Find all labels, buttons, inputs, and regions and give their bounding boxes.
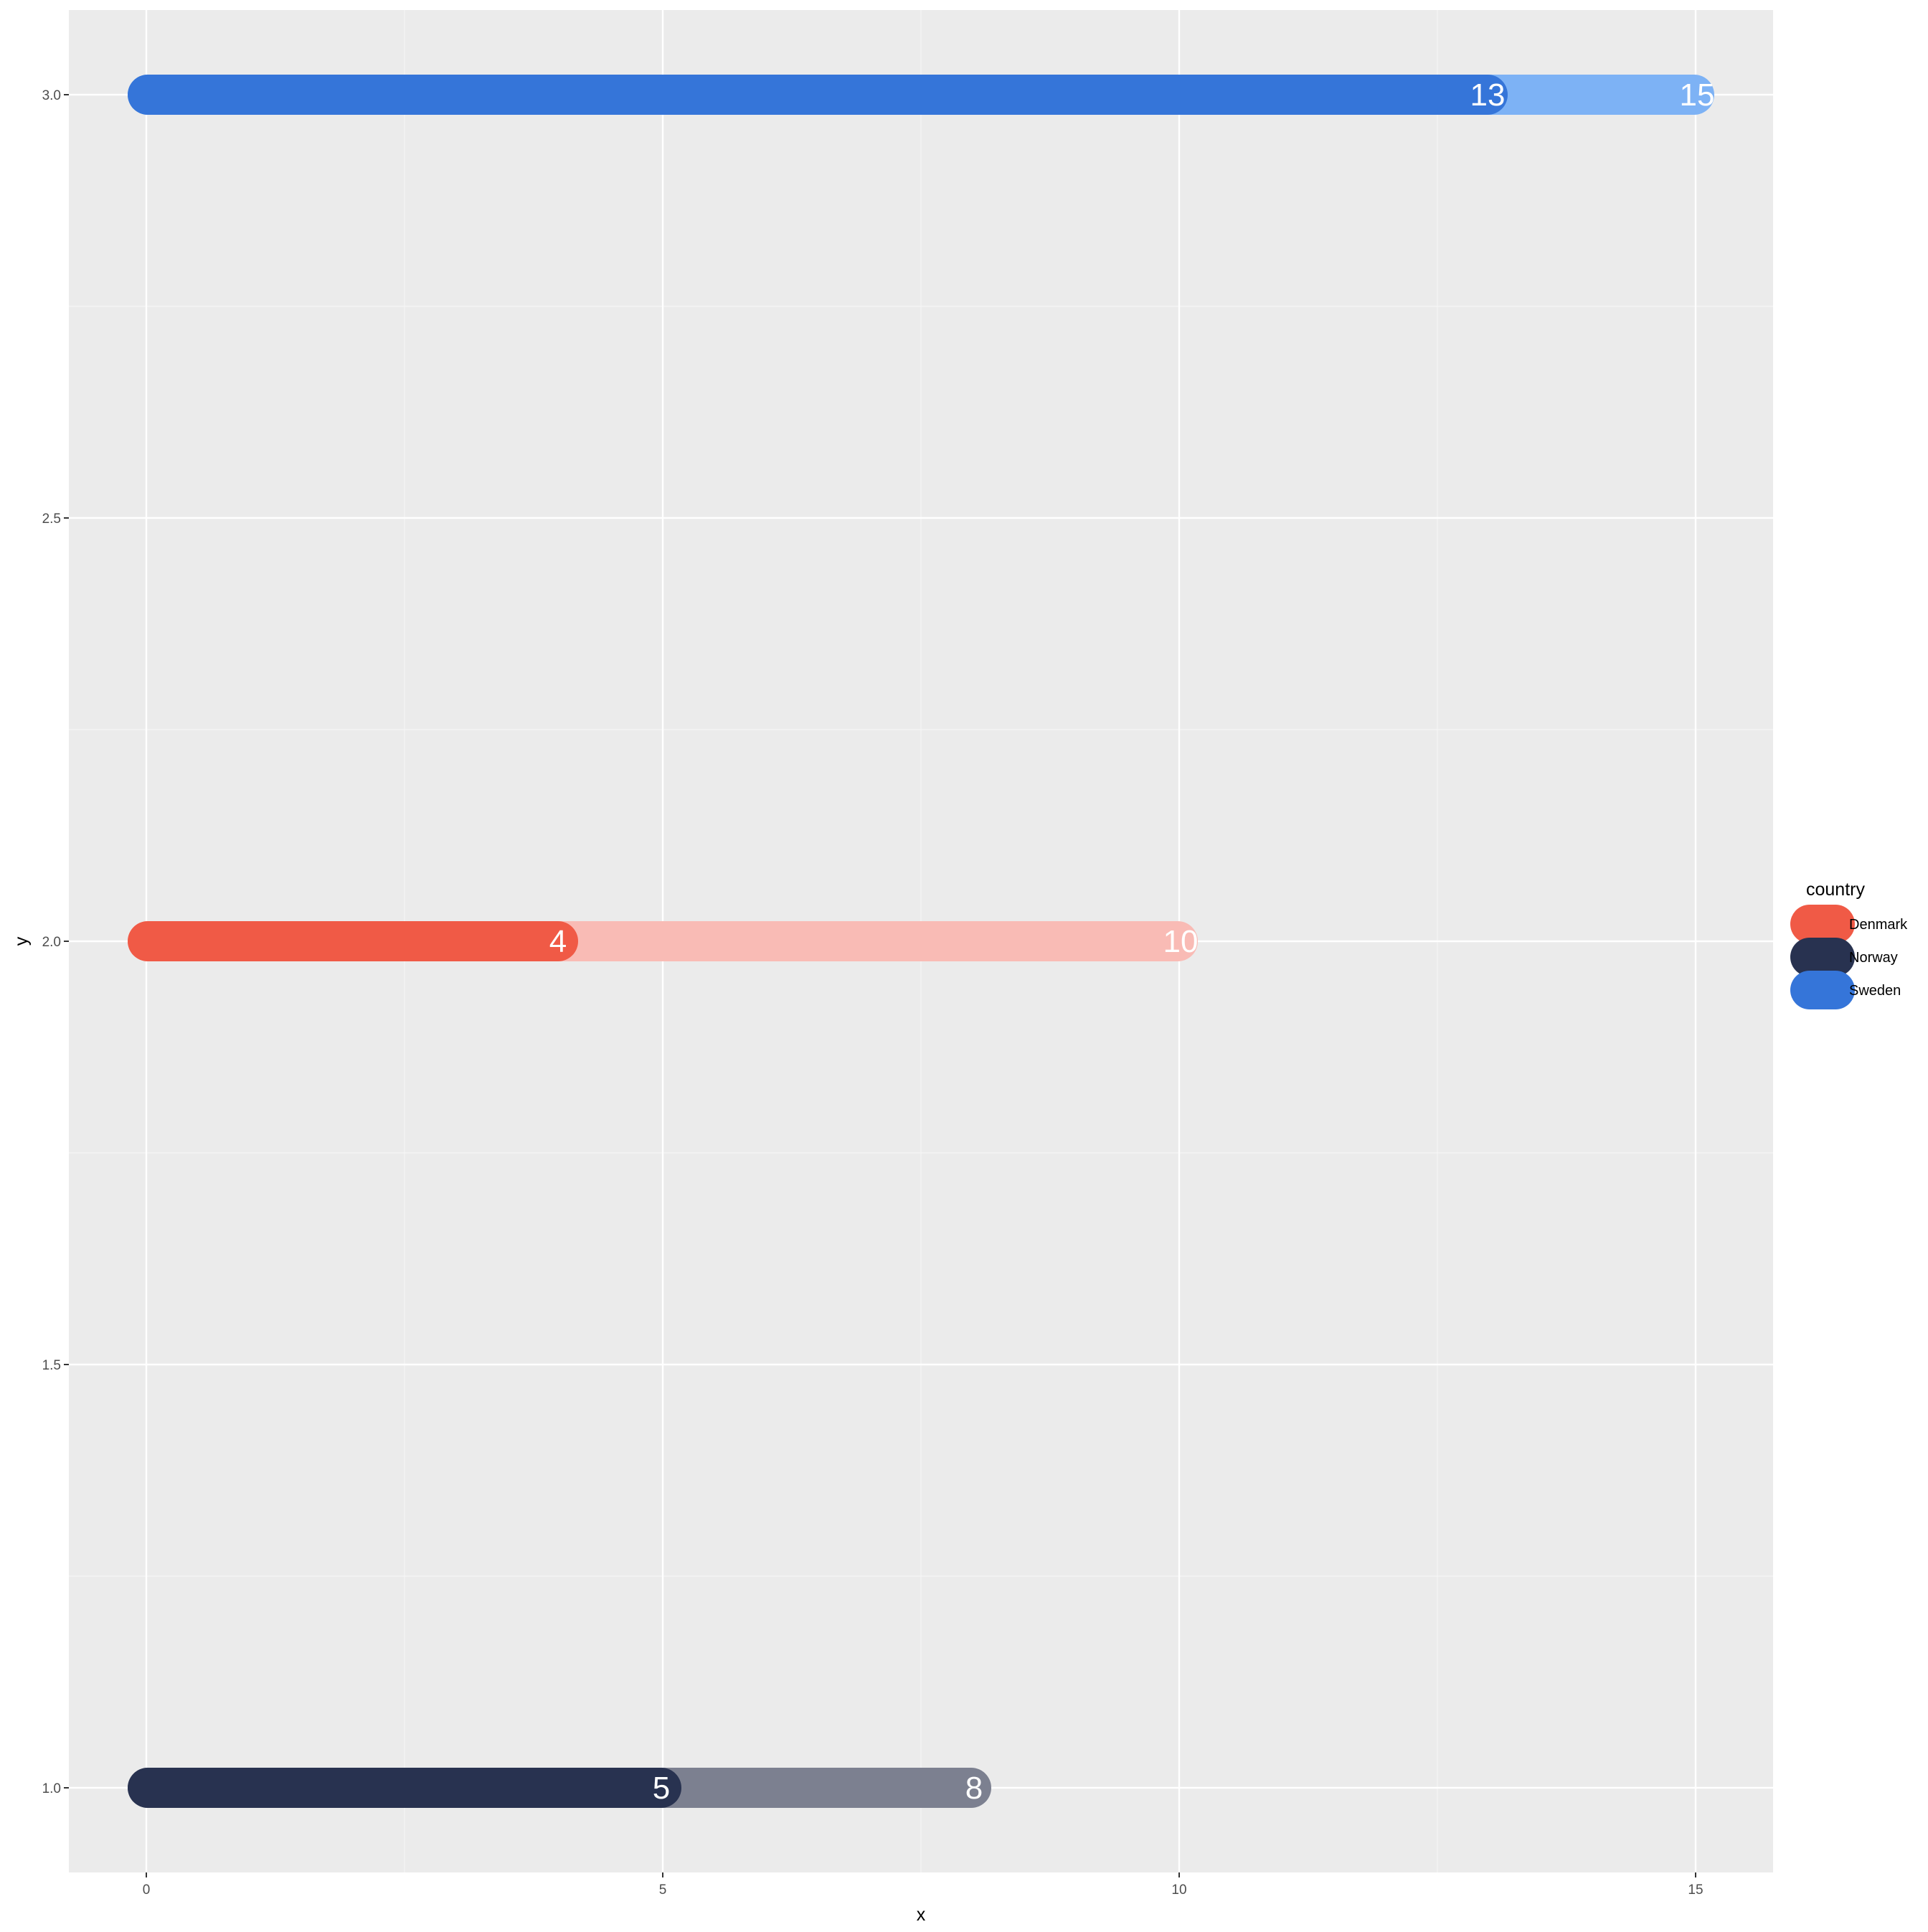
- legend-label-denmark: Denmark: [1849, 917, 1908, 933]
- y-tick-label: 1.5: [42, 1358, 61, 1373]
- bar-value-denmark: [128, 921, 578, 961]
- y-tick-label: 1.0: [42, 1781, 61, 1796]
- y-tick-label: 2.5: [42, 512, 61, 527]
- x-axis-title: x: [917, 1905, 926, 1925]
- bar-value-norway: [128, 1768, 681, 1808]
- x-tick-label: 5: [659, 1882, 667, 1898]
- x-tick-label: 0: [143, 1882, 151, 1898]
- x-tick-label: 10: [1171, 1882, 1186, 1898]
- legend: country Denmark Norway Sweden: [1790, 880, 1908, 1009]
- axes-layer: 0 5 10 15 1.0 1.5 2.0 2.5 3.0: [42, 88, 1703, 1898]
- y-tick-label: 3.0: [42, 88, 61, 103]
- value-label-denmark: 4: [549, 924, 567, 959]
- legend-key-denmark: [1790, 905, 1855, 943]
- value-label-norway: 5: [653, 1771, 670, 1806]
- legend-key-sweden: [1790, 971, 1855, 1009]
- bars-layer: 5 8 4 10 13 15: [128, 75, 1714, 1808]
- legend-label-sweden: Sweden: [1849, 983, 1901, 999]
- legend-label-norway: Norway: [1849, 950, 1898, 966]
- y-axis-title: y: [11, 936, 32, 946]
- y-tick-label: 2.0: [42, 935, 61, 950]
- value-label-sweden: 13: [1470, 77, 1506, 113]
- legend-title: country: [1806, 880, 1865, 900]
- x-tick-label: 15: [1688, 1882, 1703, 1898]
- total-label-norway: 8: [965, 1771, 983, 1806]
- total-label-sweden: 15: [1680, 77, 1715, 113]
- legend-key-norway: [1790, 938, 1855, 976]
- total-label-denmark: 10: [1163, 924, 1199, 959]
- bar-value-sweden: [128, 75, 1508, 115]
